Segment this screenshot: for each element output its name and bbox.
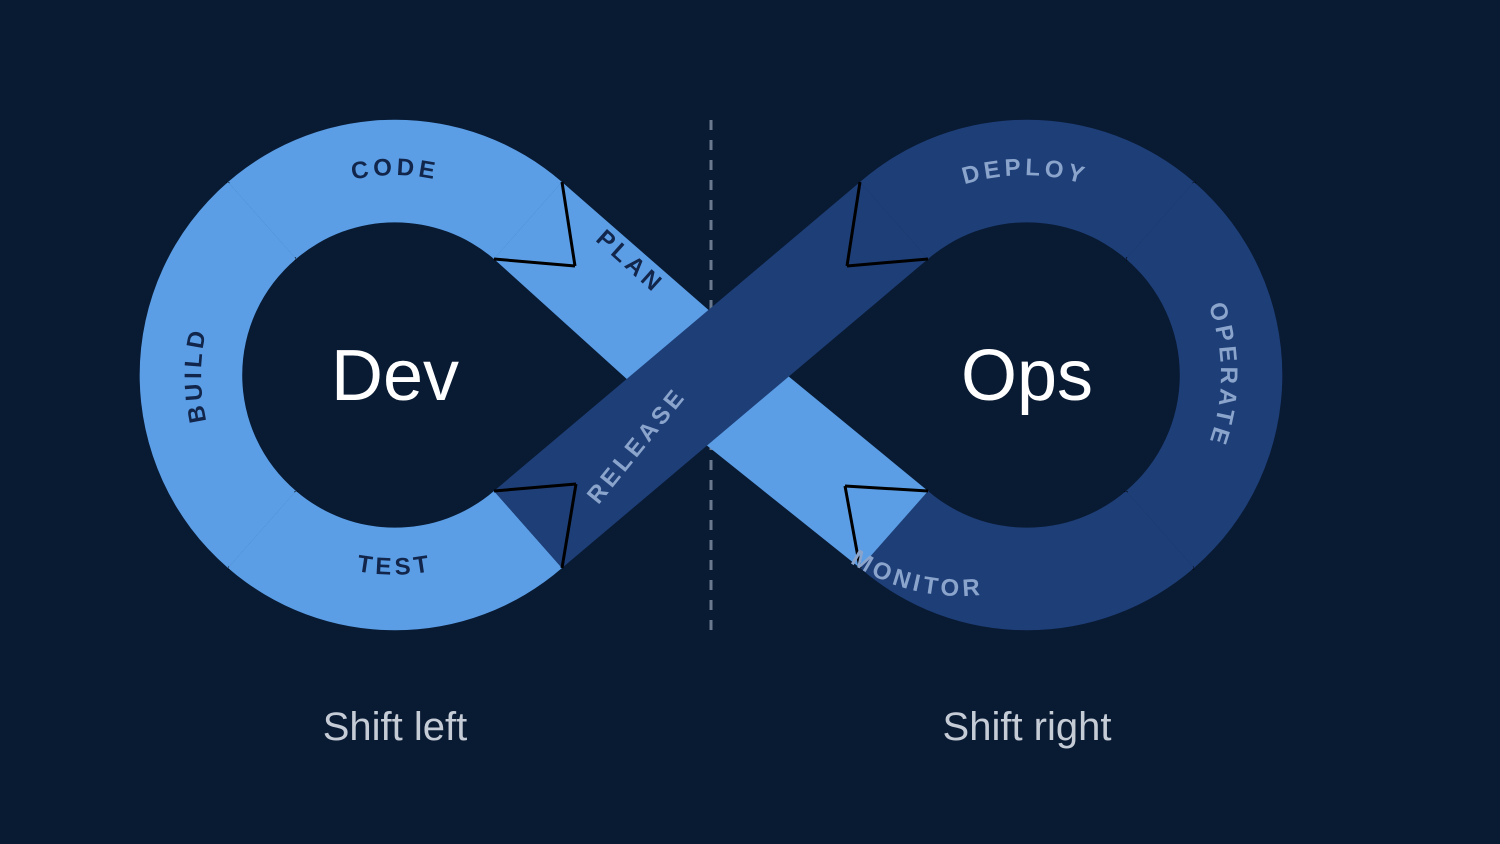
caption-shift-left: Shift left [323,705,468,749]
ops-segment-monitor [860,491,1194,630]
caption-shift-right: Shift right [943,705,1112,749]
phase-label-code: CODE [349,154,441,186]
ops-loop [494,120,1282,631]
dev-center-label: Dev [331,336,459,416]
ops-center-label: Ops [961,336,1093,416]
devops-infinity-diagram: CODE BUILD TEST PLAN RELEASE DEPLOY OPER… [0,0,1500,844]
